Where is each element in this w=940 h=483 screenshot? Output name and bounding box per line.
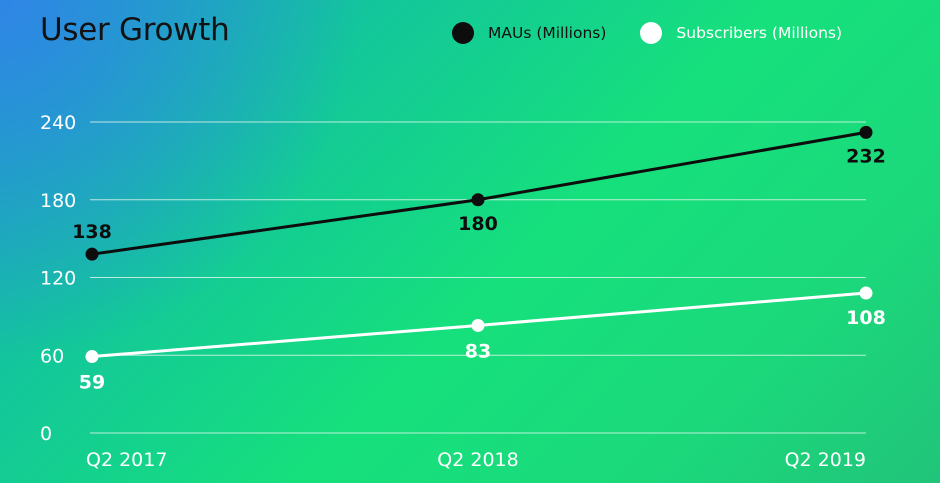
data-point-s0-2 xyxy=(859,125,873,139)
legend: MAUs (Millions) Subscribers (Millions) xyxy=(452,22,842,44)
x-tick-label-1: Q2 2018 xyxy=(437,449,518,471)
legend-swatch-subscribers xyxy=(640,22,663,44)
y-tick-label-120: 120 xyxy=(40,268,76,290)
series-line-0 xyxy=(91,130,867,256)
y-tick-label-180: 180 xyxy=(40,190,76,212)
data-label-s0-2: 232 xyxy=(846,145,886,167)
legend-label-subscribers: Subscribers (Millions) xyxy=(676,24,843,42)
data-point-s0-0 xyxy=(85,247,99,261)
data-label-s1-2: 108 xyxy=(846,307,886,329)
legend-swatch-maus xyxy=(452,22,474,44)
data-label-s0-0: 138 xyxy=(72,221,112,243)
chart-title: User Growth xyxy=(40,12,230,48)
y-tick-label-0: 0 xyxy=(40,423,52,445)
data-label-s1-1: 83 xyxy=(465,340,491,362)
x-tick-label-2: Q2 2019 xyxy=(785,449,866,471)
legend-label-maus: MAUs (Millions) xyxy=(488,24,607,42)
legend-item-maus: MAUs (Millions) xyxy=(452,22,606,44)
y-tick-label-60: 60 xyxy=(40,345,64,367)
data-point-s0-1 xyxy=(471,193,485,207)
legend-item-subscribers: Subscribers (Millions) xyxy=(640,22,842,44)
data-point-s1-2 xyxy=(859,286,873,300)
x-tick-label-0: Q2 2017 xyxy=(86,449,167,471)
data-point-s1-0 xyxy=(85,350,99,364)
data-point-s1-1 xyxy=(471,318,485,332)
data-label-s1-0: 59 xyxy=(79,372,105,394)
data-label-s0-1: 180 xyxy=(458,213,498,235)
y-tick-label-240: 240 xyxy=(40,112,76,134)
